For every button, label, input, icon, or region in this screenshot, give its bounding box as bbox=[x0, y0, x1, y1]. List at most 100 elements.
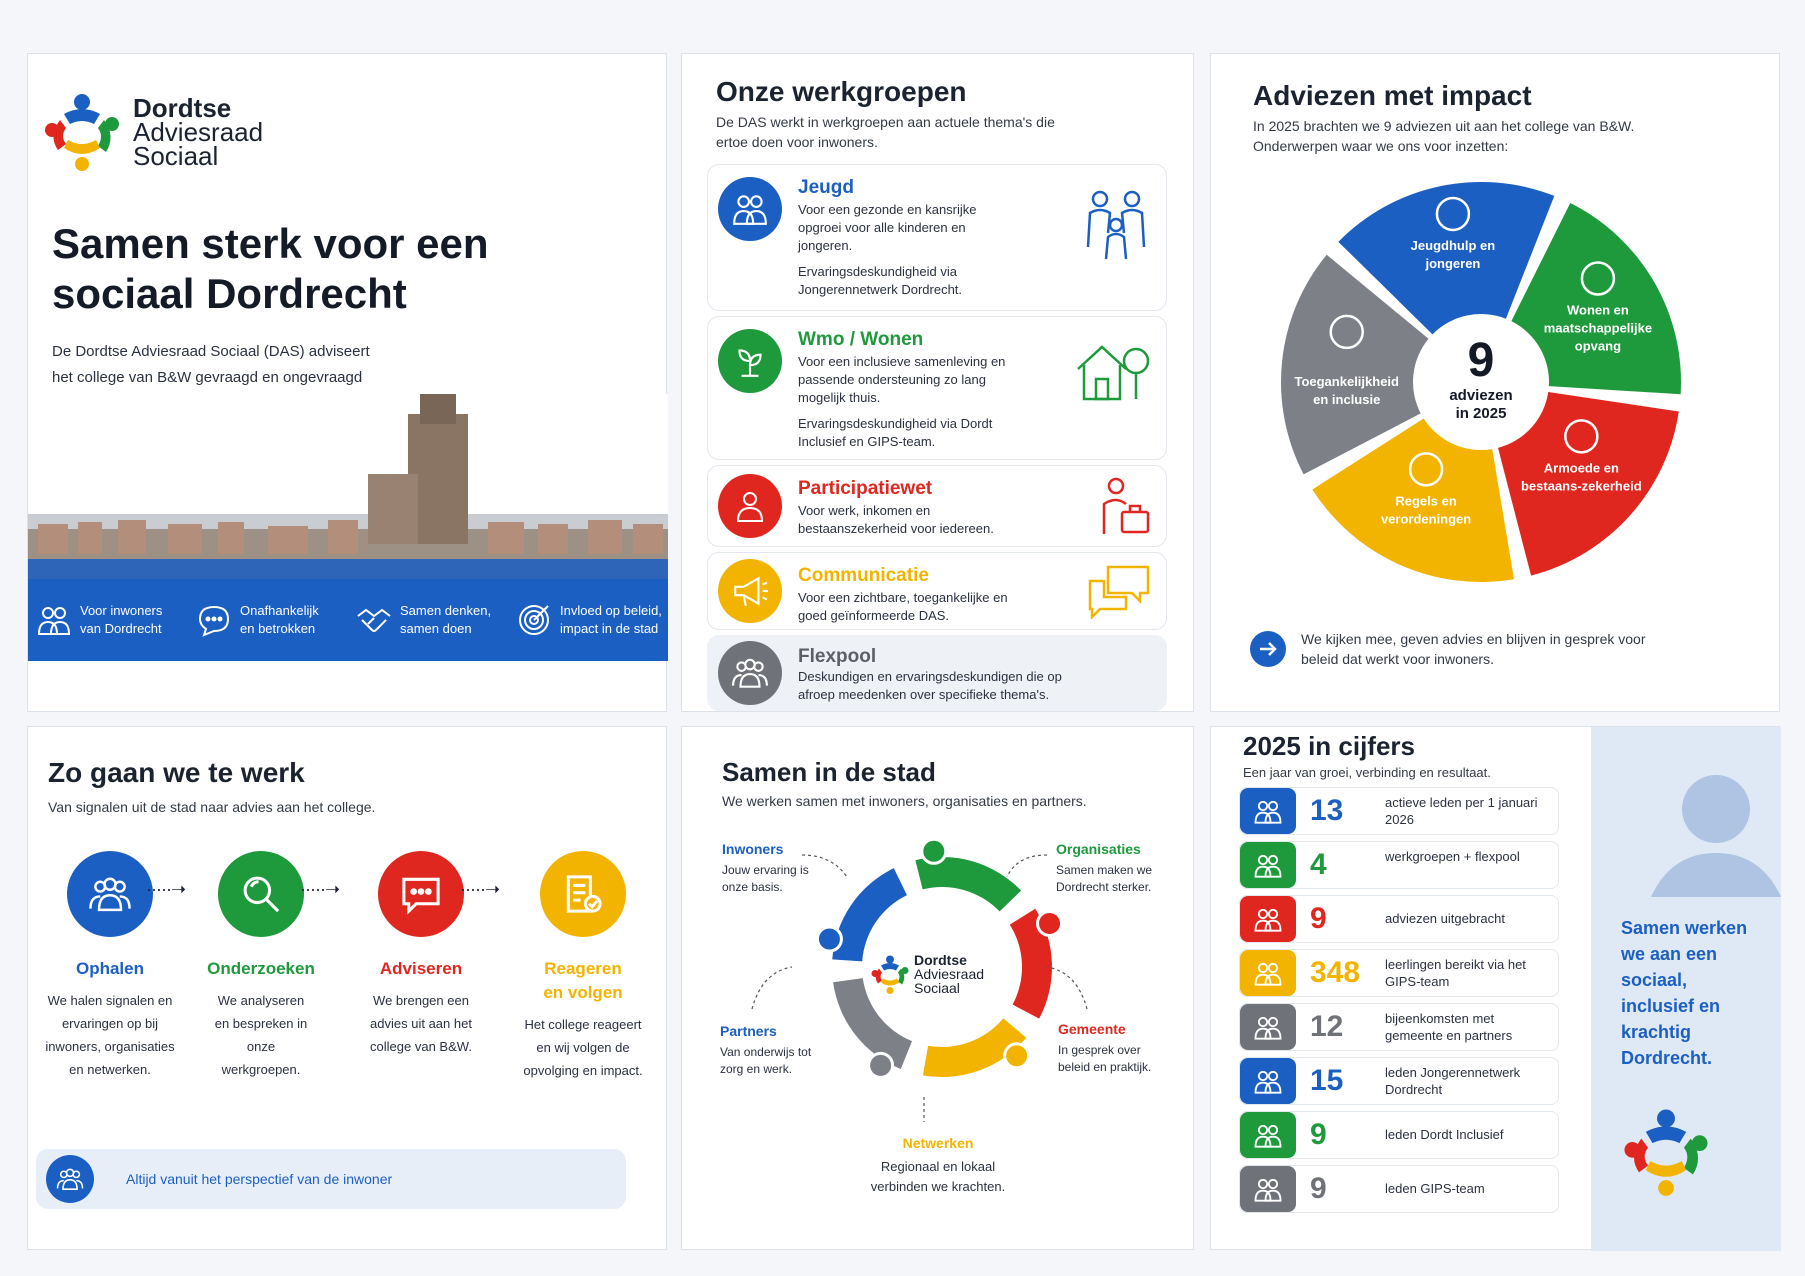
step-title: Ophalen bbox=[75, 959, 144, 978]
werkgroep-text: Deskundigen en ervaringsdeskundigen die … bbox=[798, 669, 1062, 702]
step-reageren-en-volgen: Reageren en volgen Het college reageert … bbox=[513, 851, 653, 1082]
arrow-right-icon bbox=[1250, 631, 1286, 667]
people-icon bbox=[733, 195, 767, 225]
people-icon bbox=[37, 607, 71, 635]
stat-label: leden GIPS-team bbox=[1385, 1181, 1485, 1196]
stat-label: leerlingen bereikt via het GIPS-team bbox=[1385, 957, 1526, 989]
stat-row: 13 actieve leden per 1 januari 2026 bbox=[1239, 787, 1559, 835]
donut-segment bbox=[1511, 203, 1681, 395]
stat-label: bijeenkomsten met gemeente en partners bbox=[1385, 1011, 1513, 1043]
step-icon-circle bbox=[378, 851, 464, 937]
chat-bubbles-icon bbox=[1329, 314, 1364, 350]
ring-segment bbox=[833, 978, 913, 1069]
werkgroep-title: Participatiewet bbox=[798, 478, 933, 499]
partner-text: In gesprek over beleid en praktijk. bbox=[1058, 1043, 1152, 1074]
magnifier-icon bbox=[243, 876, 280, 913]
perspectief-callout: Altijd vanuit het perspectief van de inw… bbox=[36, 1149, 626, 1209]
handshake-icon bbox=[357, 608, 391, 632]
werkgroep-icon-circle bbox=[718, 641, 782, 705]
person-silhouette-icon bbox=[1651, 775, 1781, 897]
house-icon bbox=[1580, 261, 1616, 296]
adviezen-footer: We kijken mee, geven advies en blijven i… bbox=[1249, 626, 1749, 672]
partner-text: Van onderwijs tot zorg en werk. bbox=[720, 1045, 812, 1076]
donut-center-label-2: in 2025 bbox=[1456, 405, 1507, 422]
value-item: Onafhankelijk en betrokken bbox=[188, 602, 348, 638]
werkgroep-title: Wmo / Wonen bbox=[798, 329, 924, 350]
stat-number: 12 bbox=[1310, 1010, 1344, 1043]
werkwijze-panel: Zo gaan we te werk Van signalen uit de s… bbox=[27, 726, 667, 1250]
partner-label-gemeente: Gemeente In gesprek over beleid en prakt… bbox=[1058, 1021, 1158, 1076]
ring-segment bbox=[1009, 908, 1052, 1019]
donut-segment bbox=[1312, 418, 1515, 582]
stat-row: 9 leden Dordt Inclusief bbox=[1239, 1111, 1559, 1159]
stat-row: 4 werkgroepen + flexpool bbox=[1239, 841, 1559, 889]
step-icon-circle bbox=[540, 851, 626, 937]
person-icon bbox=[736, 492, 764, 522]
value-item: Invloed op beleid, impact in de stad bbox=[508, 602, 668, 638]
megaphone-icon bbox=[734, 576, 768, 606]
werkgroep-card-participatiewet: Participatiewet Voor werk, inkomen en be… bbox=[707, 465, 1167, 547]
stat-row: 348 leerlingen bereikt via het GIPS-team bbox=[1239, 949, 1559, 997]
stat-number: 9 bbox=[1310, 1118, 1327, 1151]
partner-label-netwerken: Netwerken Regionaal en lokaal verbinden … bbox=[858, 1133, 1018, 1197]
stat-row: 9 adviezen uitgebracht bbox=[1239, 895, 1559, 943]
brand-name: Dordtse Adviesraad Sociaal bbox=[133, 95, 263, 169]
people-icon bbox=[46, 1155, 94, 1203]
werkgroep-text: Voor een zichtbare, toegankelijke en goe… bbox=[798, 590, 1008, 623]
donut-segment-label: Toegankelijkheid en inclusie bbox=[1294, 374, 1399, 407]
value-line-2: en betrokken bbox=[240, 621, 316, 636]
werkgroep-card-communicatie: Communicatie Voor een zichtbare, toegank… bbox=[707, 552, 1167, 630]
werkgroep-icon-circle bbox=[718, 177, 782, 241]
werkgroepen-subtitle: De DAS werkt in werkgroepen aan actuele … bbox=[716, 114, 1055, 150]
werkgroep-title: Jeugd bbox=[798, 177, 854, 198]
das-logo-icon bbox=[1624, 1109, 1708, 1196]
partner-text: Jouw ervaring is onze basis. bbox=[722, 863, 809, 894]
stat-number: 13 bbox=[1310, 794, 1344, 827]
stat-row: 9 leden GIPS-team bbox=[1239, 1165, 1559, 1213]
ring-person-head bbox=[867, 1051, 895, 1079]
step-ophalen: Ophalen We halen signalen en ervaringen … bbox=[40, 851, 180, 1081]
ring-segment bbox=[922, 1018, 1027, 1077]
ring-person-head bbox=[815, 925, 843, 953]
chat-bubble-icon bbox=[198, 605, 230, 637]
intro-panel: Dordtse Adviesraad Sociaal Samen sterk v… bbox=[27, 53, 668, 712]
partner-title: Inwoners bbox=[722, 841, 784, 857]
value-item: Samen denken, samen doen bbox=[348, 602, 508, 638]
werkgroepen-title: Onze werkgroepen bbox=[716, 76, 967, 107]
dordrecht-skyline-image bbox=[28, 394, 668, 634]
donut-segment-label: Armoede en bestaans-zekerheid bbox=[1521, 460, 1642, 493]
brand-line-2: Adviesraad bbox=[914, 966, 985, 982]
step-title: Adviseren bbox=[379, 959, 463, 978]
cijfers-title: 2025 in cijfers bbox=[1243, 731, 1415, 761]
ring-segment bbox=[832, 868, 907, 962]
werkgroep-card-jeugd: Jeugd Voor een gezonde en kansrijke opgr… bbox=[707, 164, 1167, 311]
cijfers-subtitle: Een jaar van groei, verbinding en result… bbox=[1243, 765, 1491, 780]
werkgroepen-panel: Onze werkgroepen De DAS werkt in werkgro… bbox=[681, 53, 1194, 712]
adviezen-donut-chart: Jeugdhulp en jongeren Wonen en maatschappel… bbox=[1281, 182, 1681, 582]
stat-number: 348 bbox=[1310, 956, 1361, 989]
step-adviseren: Adviseren We brengen een advies uit aan … bbox=[351, 851, 491, 1058]
donut-segment bbox=[1338, 182, 1555, 335]
family-icon bbox=[1435, 196, 1471, 232]
ring-segment bbox=[915, 857, 1022, 912]
werkgroep-title: Flexpool bbox=[798, 646, 877, 667]
das-logo-icon bbox=[45, 94, 119, 171]
partner-text: Samen maken we Dordrecht sterker. bbox=[1056, 863, 1153, 894]
value-item: Voor inwoners van Dordrecht bbox=[28, 602, 188, 638]
partner-title: Netwerken bbox=[902, 1135, 974, 1151]
hero-title: Samen sterk voor een sociaal Dordrecht bbox=[52, 220, 489, 317]
value-line-1: Invloed op beleid, bbox=[560, 603, 662, 618]
values-bar: Voor inwoners van Dordrecht Onafhankelijk… bbox=[28, 579, 668, 661]
donut-center-label-1: adviezen bbox=[1449, 387, 1512, 404]
house-tree-icon bbox=[1077, 345, 1150, 401]
adviezen-panel: Adviezen met impact In 2025 brachten we … bbox=[1210, 53, 1780, 712]
werkgroep-icon-circle bbox=[718, 559, 782, 623]
stat-row: 15 leden Jongerennetwerk Dordrecht bbox=[1239, 1057, 1559, 1105]
document-icon bbox=[1408, 452, 1444, 487]
brand-line-3: Sociaal bbox=[914, 980, 960, 996]
stat-label: werkgroepen + flexpool bbox=[1385, 849, 1520, 864]
step-icon-circle bbox=[67, 851, 153, 937]
value-line-2: impact in de stad bbox=[560, 621, 659, 636]
werkgroep-extra: Ervaringsdeskundigheid via Jongerennetwe… bbox=[798, 264, 963, 297]
value-line-1: Voor inwoners bbox=[80, 603, 163, 618]
